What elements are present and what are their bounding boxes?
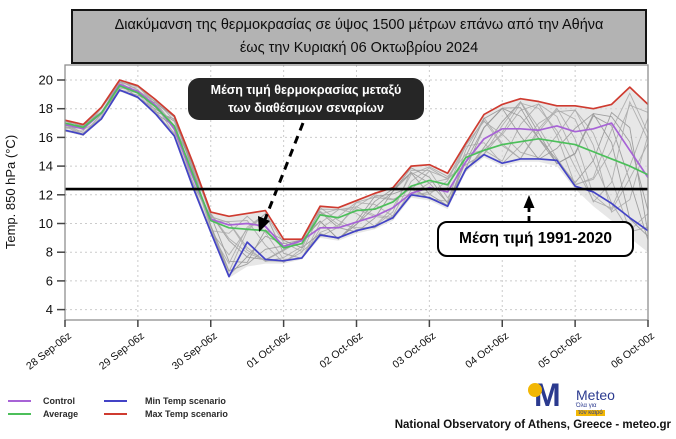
svg-text:20: 20 — [39, 73, 53, 88]
legend-row-1: Control Min Temp scenario — [8, 394, 258, 407]
meteo-logo-tagline-2: τον καιρό — [576, 410, 605, 416]
svg-text:28 Sep-06z: 28 Sep-06z — [24, 330, 74, 373]
legend-item-control: Control — [8, 396, 104, 406]
legend-label-control: Control — [43, 395, 75, 406]
legend-label-min: Min Temp scenario — [145, 395, 226, 406]
svg-text:01 Oct-06z: 01 Oct-06z — [245, 330, 293, 371]
climate-mean-callout: Μέση τιμή 1991-2020 — [437, 221, 634, 257]
svg-text:14: 14 — [39, 159, 53, 174]
average-line-swatch — [8, 412, 31, 415]
chart-legend: Control Min Temp scenario Average Max Te… — [8, 394, 258, 420]
svg-text:8: 8 — [46, 245, 53, 260]
attribution-text: National Observatory of Athens, Greece -… — [394, 419, 671, 431]
legend-item-max: Max Temp scenario — [104, 409, 254, 419]
max-temp-line-swatch — [104, 412, 127, 415]
legend-row-2: Average Max Temp scenario — [8, 407, 258, 420]
mean-scenarios-callout-line1: Μέση τιμή θερμοκρασίας μεταξύ — [210, 82, 402, 97]
svg-text:02 Oct-06z: 02 Oct-06z — [317, 330, 365, 371]
svg-text:10: 10 — [39, 216, 53, 231]
legend-label-average: Average — [43, 408, 79, 419]
control-line-swatch — [8, 399, 31, 402]
svg-text:12: 12 — [39, 187, 53, 202]
chart-title-line2: έως την Κυριακή 06 Οκτωβρίου 2024 — [239, 39, 479, 56]
svg-text:29 Sep-06z: 29 Sep-06z — [97, 330, 147, 373]
meteo-logo: M Meteo Όλα για τον καιρό — [526, 377, 676, 418]
svg-text:16: 16 — [39, 130, 53, 145]
svg-text:4: 4 — [46, 302, 53, 317]
chart-title-line1: Διακύμανση της θερμοκρασίας σε ύψος 1500… — [114, 17, 604, 34]
svg-text:04 Oct-06z: 04 Oct-06z — [463, 330, 511, 371]
legend-item-min: Min Temp scenario — [104, 396, 254, 406]
svg-text:05 Oct-06z: 05 Oct-06z — [536, 330, 584, 371]
svg-text:03 Oct-06z: 03 Oct-06z — [390, 330, 438, 371]
chart-title-box: Διακύμανση της θερμοκρασίας σε ύψος 1500… — [71, 9, 647, 64]
min-temp-line-swatch — [104, 399, 127, 402]
svg-text:18: 18 — [39, 101, 53, 116]
svg-text:Temp. 850 hPa (°C): Temp. 850 hPa (°C) — [3, 135, 18, 249]
meteo-logo-sun-icon — [528, 383, 542, 397]
mean-scenarios-callout: Μέση τιμή θερμοκρασίας μεταξύ των διαθέσ… — [188, 78, 424, 120]
climate-mean-label: Μέση τιμή 1991-2020 — [459, 230, 612, 247]
mean-scenarios-callout-line2: των διαθέσιμων σεναρίων — [228, 101, 384, 115]
svg-text:06 Oct-00z: 06 Oct-00z — [609, 330, 657, 371]
svg-text:6: 6 — [46, 273, 53, 288]
meteo-logo-wordmark: Meteo — [576, 387, 615, 403]
legend-item-average: Average — [8, 409, 104, 419]
meteo-logo-tagline-1: Όλα για — [576, 403, 597, 409]
svg-text:30 Sep-06z: 30 Sep-06z — [170, 330, 220, 373]
legend-label-max: Max Temp scenario — [145, 408, 228, 419]
